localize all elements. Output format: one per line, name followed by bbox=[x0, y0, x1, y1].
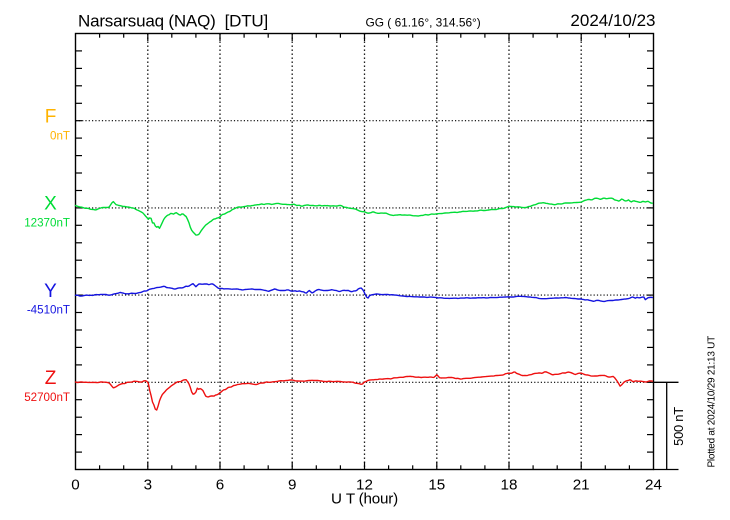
svg-text:0nT: 0nT bbox=[50, 129, 70, 142]
svg-text:21: 21 bbox=[573, 477, 590, 494]
svg-text:500 nT: 500 nT bbox=[671, 407, 686, 446]
svg-text:0: 0 bbox=[71, 477, 79, 494]
svg-text:15: 15 bbox=[428, 477, 445, 494]
svg-text:52700nT: 52700nT bbox=[24, 391, 70, 404]
svg-text:9: 9 bbox=[288, 477, 296, 494]
svg-text:3: 3 bbox=[144, 477, 152, 494]
svg-text:F: F bbox=[45, 106, 57, 127]
svg-text:-4510nT: -4510nT bbox=[27, 304, 70, 317]
svg-text:GG ( 61.16°, 314.56°): GG ( 61.16°, 314.56°) bbox=[366, 16, 481, 30]
svg-text:U T (hour): U T (hour) bbox=[331, 491, 398, 508]
svg-text:X: X bbox=[44, 194, 57, 215]
svg-text:12370nT: 12370nT bbox=[24, 217, 70, 230]
svg-text:18: 18 bbox=[501, 477, 518, 494]
svg-text:6: 6 bbox=[216, 477, 224, 494]
svg-text:24: 24 bbox=[645, 477, 662, 494]
svg-text:Z: Z bbox=[45, 368, 57, 389]
svg-text:Narsarsuaq (NAQ) [DTU]: Narsarsuaq (NAQ) [DTU] bbox=[78, 12, 268, 31]
svg-text:Y: Y bbox=[44, 281, 57, 302]
svg-text:12: 12 bbox=[356, 477, 373, 494]
svg-text:Plotted at 2024/10/29 21:13 UT: Plotted at 2024/10/29 21:13 UT bbox=[707, 336, 718, 468]
svg-text:2024/10/23: 2024/10/23 bbox=[570, 11, 655, 30]
